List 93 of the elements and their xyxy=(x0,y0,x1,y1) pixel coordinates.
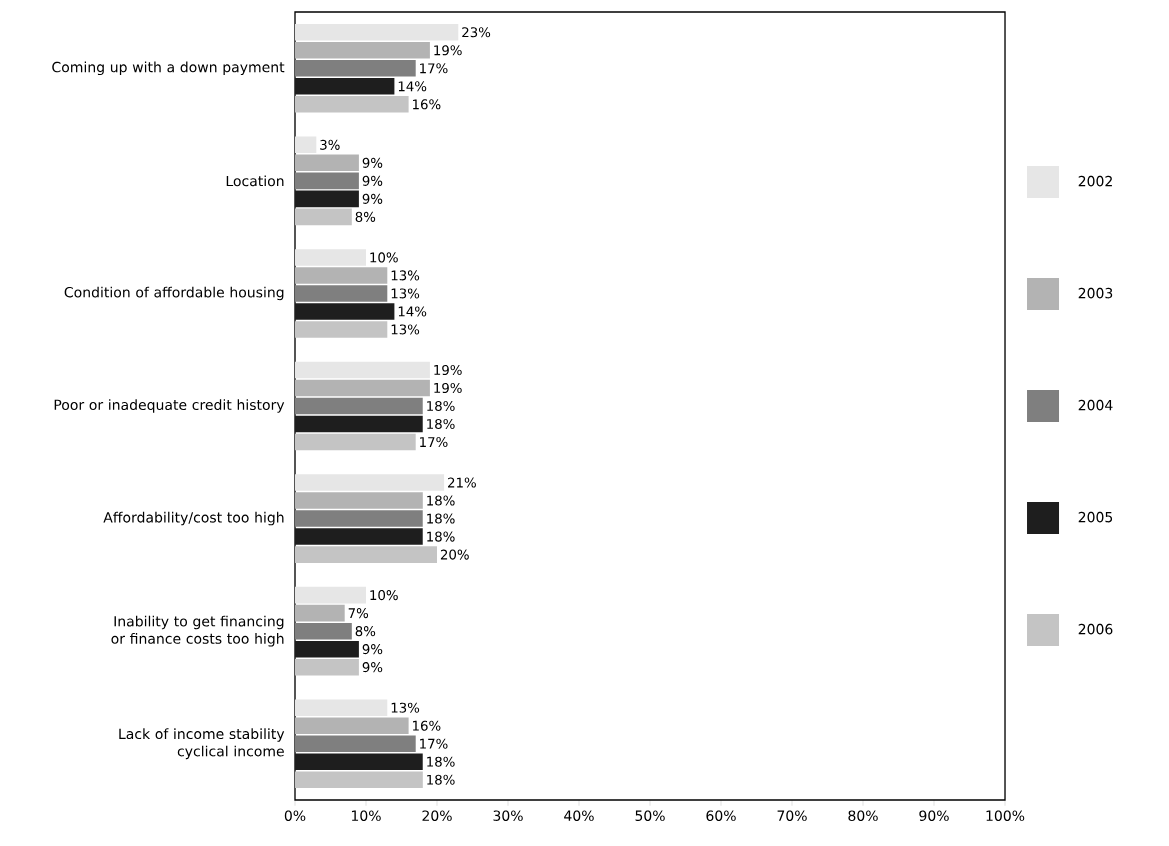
data-label: 8% xyxy=(355,626,376,637)
bar xyxy=(295,379,430,397)
data-label: 19% xyxy=(434,364,462,376)
x-tick-label: 80% xyxy=(848,810,878,821)
data-label: 7% xyxy=(348,608,369,619)
data-label: 14% xyxy=(398,306,427,317)
x-tick-label: 70% xyxy=(777,810,807,821)
bar xyxy=(295,154,359,172)
bar xyxy=(295,267,388,284)
legend-label: 2004 xyxy=(1078,399,1113,411)
x-tick-label: 60% xyxy=(706,810,736,821)
x-tick-label: 20% xyxy=(422,810,452,821)
bar xyxy=(295,492,423,509)
data-label: 18% xyxy=(427,513,455,524)
legend-label: 2005 xyxy=(1078,511,1113,523)
data-label: 16% xyxy=(413,720,441,731)
data-label: 14% xyxy=(398,81,427,92)
bar xyxy=(295,303,395,320)
data-label: 18% xyxy=(427,774,455,785)
x-tick-label: 100% xyxy=(986,810,1025,821)
data-label: 9% xyxy=(362,175,383,186)
y-tick-label: Location xyxy=(226,175,284,187)
data-label: 17% xyxy=(420,436,448,448)
bar xyxy=(295,640,359,658)
bar xyxy=(295,190,359,208)
x-tick-label: 50% xyxy=(635,810,665,821)
x-tick-label: 10% xyxy=(351,810,381,821)
data-label: 9% xyxy=(362,644,383,655)
legend-label: 2002 xyxy=(1078,175,1112,187)
data-label: 18% xyxy=(427,418,455,430)
y-tick-label: Inability to get financing or finance costs too high xyxy=(111,615,284,647)
y-tick-label: Affordability/cost too high xyxy=(103,511,284,526)
bar xyxy=(295,586,367,604)
data-label: 9% xyxy=(362,193,383,204)
bar xyxy=(295,78,395,95)
bar xyxy=(295,415,423,433)
x-tick-label: 90% xyxy=(919,810,949,821)
y-tick-label: Condition of affordable housing xyxy=(64,286,284,301)
bar xyxy=(295,510,423,527)
data-label: 9% xyxy=(362,662,383,673)
bar xyxy=(295,361,430,379)
data-label: 13% xyxy=(391,270,420,281)
y-tick-label: Poor or inadequate credit history xyxy=(54,399,285,413)
bar xyxy=(295,546,438,563)
data-label: 16% xyxy=(413,99,441,110)
data-label: 13% xyxy=(391,288,420,299)
data-label: 9% xyxy=(362,157,383,168)
data-label: 17% xyxy=(420,738,448,749)
bar xyxy=(295,285,388,302)
x-tick-label: 30% xyxy=(493,810,523,821)
bar xyxy=(295,172,359,190)
bar xyxy=(295,136,317,154)
bar xyxy=(295,717,409,734)
bar xyxy=(295,771,423,789)
data-label: 23% xyxy=(462,27,491,38)
y-tick-label: Coming up with a down payment xyxy=(52,61,285,76)
data-label: 10% xyxy=(370,252,398,263)
data-label: 17% xyxy=(420,63,448,74)
bar xyxy=(295,249,367,266)
data-label: 18% xyxy=(427,495,455,506)
data-label: 10% xyxy=(370,590,398,601)
data-label: 3% xyxy=(320,139,340,150)
legend-label: 2003 xyxy=(1078,287,1113,299)
data-label: 8% xyxy=(355,211,376,222)
data-label: 19% xyxy=(434,382,462,394)
bar xyxy=(295,699,388,716)
bar xyxy=(295,397,423,415)
bar xyxy=(295,474,445,491)
bar xyxy=(295,604,345,622)
data-label: 18% xyxy=(427,531,455,542)
bar xyxy=(295,96,409,113)
bar xyxy=(295,23,459,41)
y-tick-label: Lack of income stability cyclical income xyxy=(119,728,285,760)
bar xyxy=(295,433,416,451)
bar xyxy=(295,42,430,59)
x-tick-label: 40% xyxy=(564,810,594,821)
data-label: 18% xyxy=(427,400,455,412)
data-label: 20% xyxy=(440,549,469,560)
bar xyxy=(295,622,352,640)
data-label: 18% xyxy=(427,756,455,767)
legend-label: 2006 xyxy=(1078,623,1113,635)
data-label: 13% xyxy=(391,324,420,335)
data-label: 19% xyxy=(434,45,462,56)
bar xyxy=(295,321,388,338)
bar xyxy=(295,735,416,752)
bar xyxy=(295,60,416,77)
bar xyxy=(295,528,423,545)
data-label: 21% xyxy=(448,477,476,488)
bar xyxy=(295,658,359,676)
data-label: 13% xyxy=(391,702,420,713)
x-tick-label: 0% xyxy=(284,810,306,821)
bar xyxy=(295,753,423,771)
bar xyxy=(295,208,352,226)
